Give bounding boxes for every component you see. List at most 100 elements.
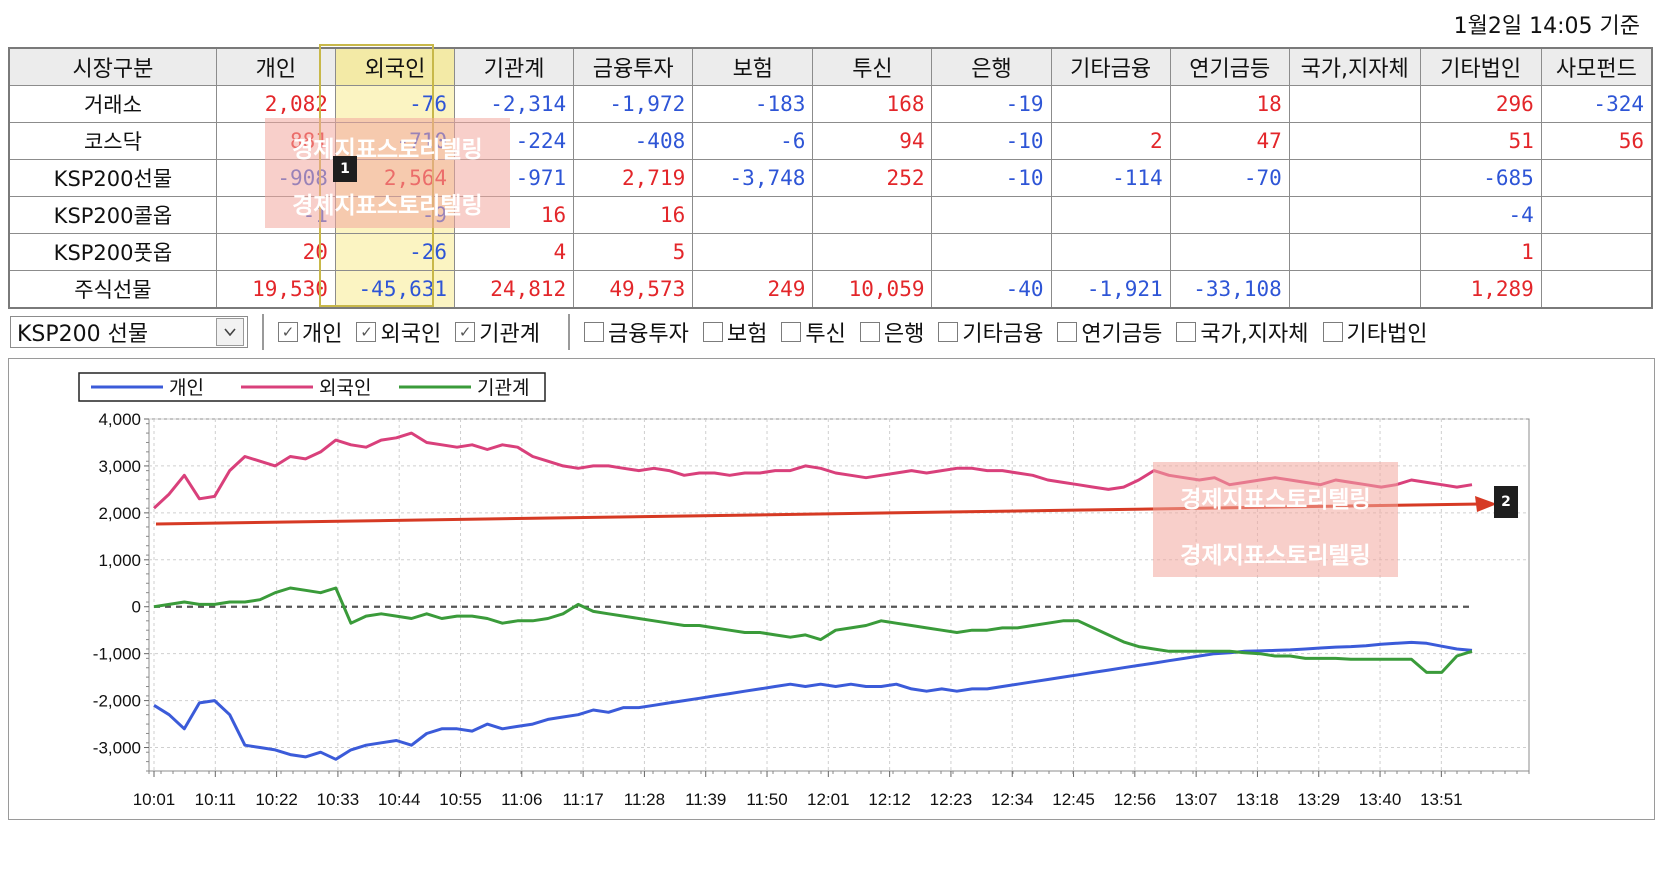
- checkbox-label: 국가,지자체: [1200, 322, 1309, 347]
- table-cell: 4: [454, 233, 575, 271]
- table-cell: [931, 196, 1052, 234]
- table-cell: 47: [1169, 122, 1290, 160]
- y-tick-label: 1,000: [98, 551, 141, 570]
- table-cell: 2,719: [573, 159, 694, 197]
- table-cell: -183: [692, 85, 814, 123]
- column-header[interactable]: 은행: [931, 47, 1052, 86]
- checkbox-label: 은행: [883, 322, 925, 347]
- series-checkbox[interactable]: ✓ 외국인: [356, 316, 441, 348]
- table-cell: -26: [334, 233, 456, 271]
- watermark: 경제지표스토리텔링 경제지표스토리텔링: [1153, 462, 1398, 577]
- column-header[interactable]: 외국인: [334, 47, 456, 86]
- series-checkbox[interactable]: 연기금등: [1057, 316, 1162, 348]
- checkbox-unchecked-icon[interactable]: [938, 322, 959, 342]
- checkbox-unchecked-icon[interactable]: [702, 322, 723, 342]
- x-tick-label: 12:12: [868, 790, 911, 809]
- table-row[interactable]: 거래소 2,082 -76 -2,314 -1,972 -183 168 -19 18 296 -3…: [8, 85, 1653, 123]
- table-cell: [1288, 233, 1421, 271]
- dropdown-arrow-icon[interactable]: [216, 318, 244, 346]
- column-header[interactable]: 금융투자: [573, 47, 694, 86]
- column-header[interactable]: 기타법인: [1419, 47, 1542, 86]
- y-tick-label: 4,000: [98, 410, 141, 429]
- x-tick-label: 13:07: [1175, 790, 1218, 809]
- checkbox-unchecked-icon[interactable]: [1322, 322, 1343, 342]
- table-row[interactable]: KSP200콜옵-1-91616-4: [8, 196, 1653, 234]
- checkbox-checked-icon[interactable]: ✓: [356, 322, 377, 342]
- series-checkbox[interactable]: 기타법인: [1322, 316, 1428, 348]
- series-line-개인: [153, 640, 1473, 761]
- series-checkbox[interactable]: ✓ 개인: [278, 316, 342, 348]
- x-tick-label: 12:45: [1052, 790, 1095, 809]
- checkbox-label: 투신: [805, 322, 846, 347]
- x-tick-label: 11:06: [501, 790, 542, 809]
- series-checkbox[interactable]: 은행: [859, 316, 925, 348]
- table-cell: 2,082: [215, 85, 336, 123]
- table-cell: -1,921: [1050, 270, 1171, 309]
- table-cell: [812, 233, 933, 271]
- column-header[interactable]: 보험: [692, 47, 814, 86]
- row-label: 주식선물: [8, 270, 217, 309]
- table-cell: 168: [812, 85, 933, 123]
- series-checkbox[interactable]: ✓ 기관계: [455, 316, 540, 348]
- table-cell: -114: [1050, 159, 1171, 197]
- table-cell: -324: [1540, 85, 1653, 123]
- market-select[interactable]: KSP200 선물: [10, 316, 248, 348]
- column-header[interactable]: 연기금등: [1169, 47, 1290, 86]
- checkbox-unchecked-icon[interactable]: [1057, 322, 1078, 342]
- checkbox-label: 기관계: [479, 322, 540, 347]
- x-tick-label: 13:29: [1297, 790, 1340, 809]
- table-cell: -685: [1419, 159, 1542, 197]
- table-cell: 16: [573, 196, 694, 234]
- table-cell: -6: [692, 122, 814, 160]
- column-header[interactable]: 시장구분: [8, 47, 217, 86]
- table-row[interactable]: KSP200풋옵 20 -26 4 5 1: [8, 233, 1653, 271]
- x-tick-label: 12:34: [991, 790, 1034, 809]
- table-cell: 49,573: [573, 270, 694, 309]
- series-checkbox[interactable]: 투신: [781, 316, 846, 348]
- table-row[interactable]: KSP200선물-9082,564-9712,719-3,748252-10-1…: [8, 159, 1653, 197]
- table-cell: [1540, 233, 1653, 271]
- table-cell: [1288, 159, 1421, 197]
- checkbox-unchecked-icon[interactable]: [583, 322, 604, 342]
- column-header[interactable]: 기관계: [454, 47, 575, 86]
- table-cell: [1169, 196, 1290, 234]
- checkbox-checked-icon[interactable]: ✓: [455, 322, 476, 342]
- table-cell: 249: [692, 270, 814, 309]
- legend-label: 개인: [169, 377, 204, 399]
- column-header[interactable]: 투신: [812, 47, 933, 86]
- checkbox-unchecked-icon[interactable]: [1176, 322, 1197, 342]
- y-tick-label: -2,000: [93, 692, 141, 711]
- x-tick-label: 10:44: [378, 790, 421, 809]
- x-tick-label: 13:40: [1359, 790, 1402, 809]
- column-header[interactable]: 개인: [215, 47, 336, 86]
- chart-panel: -3,000 -2,000 -1,000 0 1,000 2,000 3,000 4,000 1…: [8, 358, 1655, 820]
- table-cell: [1540, 159, 1653, 197]
- x-tick-label: 10:22: [255, 790, 298, 809]
- series-checkbox[interactable]: 금융투자: [583, 316, 689, 348]
- series-checkbox[interactable]: 기타금융: [938, 316, 1043, 348]
- table-cell: -45,631: [334, 270, 456, 309]
- checkbox-unchecked-icon[interactable]: [781, 322, 802, 342]
- column-header[interactable]: 사모펀드: [1540, 47, 1653, 86]
- table-cell: -33,108: [1169, 270, 1290, 309]
- series-checkbox[interactable]: 보험: [702, 316, 767, 348]
- checkbox-unchecked-icon[interactable]: [859, 322, 880, 342]
- series-checkbox[interactable]: 국가,지자체: [1176, 316, 1309, 348]
- table-header-row: 시장구분 개인 외국인 기관계 금융투자 보험 투신 은행 기타금융 연기금등 국가,지자체 기타법인…: [8, 47, 1653, 86]
- column-header[interactable]: 기타금융: [1050, 47, 1171, 86]
- table-cell: 5: [573, 233, 694, 271]
- x-tick-label: 10:01: [133, 790, 176, 809]
- table-cell: -2,314: [454, 85, 575, 123]
- x-tick-label: 12:01: [807, 790, 850, 809]
- checkbox-checked-icon[interactable]: ✓: [278, 322, 298, 342]
- x-tick-label: 10:11: [195, 790, 236, 809]
- column-header[interactable]: 국가,지자체: [1288, 47, 1421, 86]
- investor-flow-table: 시장구분 개인 외국인 기관계 금융투자 보험 투신 은행 기타금융 연기금등 국가,지자체 기타법인…: [8, 47, 1653, 309]
- table-cell: -10: [931, 122, 1052, 160]
- watermark: 경제지표스토리텔링 경제지표스토리텔링: [265, 118, 510, 228]
- table-cell: -4: [1419, 196, 1542, 234]
- table-row[interactable]: 주식선물 19,530 -45,631 24,812 49,573 249 10,059 -4…: [8, 270, 1653, 309]
- y-tick-label: -3,000: [93, 739, 141, 758]
- checkbox-label: 기타법인: [1346, 322, 1428, 347]
